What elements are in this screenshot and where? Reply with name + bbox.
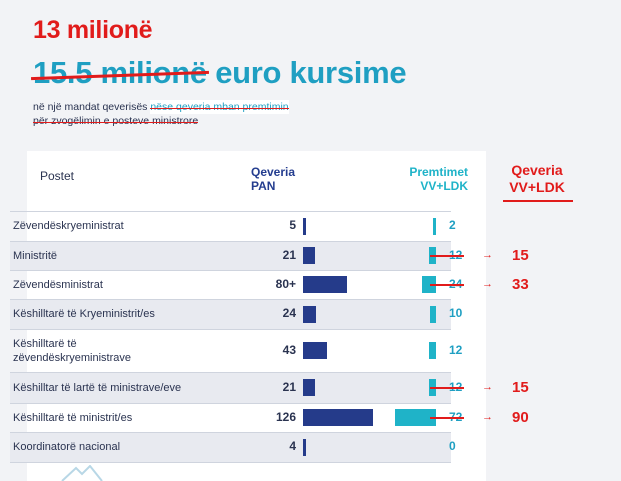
pan-bar [303,247,315,264]
row-label-line: Zëvendësministrat [13,278,103,291]
headline-old-amount: 15.5 milionë [31,55,209,91]
premtimet-bar [394,409,436,426]
row-label-line: Këshilltarë të Kryeministrit/es [13,308,155,320]
header-qeveria-pan-line2: PAN [251,179,276,193]
arrow-icon: → [482,277,493,290]
table-row-background [10,432,451,462]
qeveria-vv-value: 33 [512,275,529,293]
header-postet: Postet [40,169,75,183]
row-label-line: zëvendëskryeministrave [13,351,131,364]
pan-value: 24 [282,306,296,320]
header-qeveria-pan-line1: Qeveria [251,165,296,179]
row-label: Ministritë [13,249,57,263]
premtimet-bar [433,217,436,235]
subtitle-strike-1 [150,107,289,110]
pan-bar [303,217,306,235]
premtimet-bar [430,305,436,323]
subtitle: në një mandat qeverisës nëse qeveria mba… [33,100,413,128]
headline-line: 15.5 milionë euro kursime [31,55,407,91]
pan-value: 21 [282,379,296,394]
pan-value: 4 [289,439,296,453]
logo-mark [61,465,103,481]
premtimet-bar [422,276,436,293]
pan-value: 80+ [275,276,296,291]
pan-bar [303,276,348,293]
row-label-line: Këshilltar të lartë të ministrave/eve [13,381,182,394]
premtimet-strikethrough [430,416,464,419]
subtitle-strike-2 [33,121,199,124]
subtitle-struck-clause: nëse qeveria mban premtimin [150,100,289,114]
row-label-line: Ministritë [13,249,58,262]
table-row-divider [10,462,451,463]
row-label-line: Këshilltarë të [13,337,77,350]
header-premtimet-line2: VV+LDK [420,179,468,193]
row-label-line: Koordinatorë nacional [13,441,121,453]
pan-bar [303,438,306,456]
pan-bar [303,379,315,396]
pan-bar [303,342,327,359]
row-label: Këshilltarë të zëvendëskryeministrave [13,337,131,365]
pan-value: 43 [282,342,296,357]
row-label: Zëvendëskryeministrat [13,219,124,233]
table-row-background [10,372,451,403]
row-label: Këshilltar të lartë të ministrave/eve [13,381,181,395]
header-qeveria-vv-line2: VV+LDK [509,179,565,195]
pan-bar [303,409,373,426]
premtimet-strikethrough [430,386,464,389]
table-row-divider [10,432,451,433]
table-row-divider [10,270,451,271]
premtimet-strikethrough [430,283,464,286]
table-row-divider [10,372,451,373]
table-row-divider [10,403,451,404]
header-qeveria-vv-ldk: Qeveria VV+LDK [498,162,576,196]
headline-rest: euro kursime [206,55,407,90]
premtimet-value: 12 [449,342,463,357]
row-label-line: Zëvendëskryeministrat [13,220,124,232]
pan-value: 5 [289,218,296,232]
row-label: Këshilltarë të ministrit/es [13,411,132,425]
arrow-icon: → [482,410,493,423]
header-premtimet-line1: Premtimet [409,165,468,179]
premtimet-strikethrough [430,254,464,257]
header-qeveria-pan: Qeveria PAN [251,165,295,193]
row-label: Këshilltarë të Kryeministrit/es [13,307,155,321]
table-row-divider [10,211,451,212]
subtitle-struck-clause-text: nëse qeveria mban premtimin [150,101,288,113]
qeveria-vv-value: 90 [512,408,529,426]
pan-value: 21 [282,247,296,262]
header-qeveria-vv-line1: Qeveria [511,162,563,178]
table-row-divider [10,241,451,242]
premtimet-value: 0 [449,439,456,453]
qeveria-vv-value: 15 [512,378,529,396]
pan-bar [303,305,317,323]
premtimet-value: 10 [449,306,463,320]
table-row-background [10,299,451,329]
subtitle-line2-text: për zvogëlimin e posteve ministrore [33,115,198,127]
table-row-background [10,241,451,270]
header-premtimet: Premtimet VV+LDK [377,165,468,193]
row-label: Koordinatorë nacional [13,440,120,454]
table-row-divider [10,329,451,330]
row-label: Zëvendësministrat [13,278,103,292]
subtitle-line2: për zvogëlimin e posteve ministrore [33,114,199,128]
table-row-divider [10,299,451,300]
premtimet-bar [429,342,436,359]
premtimet-value: 2 [449,218,456,232]
row-label-line: Këshilltarë të ministrit/es [13,411,133,424]
qeveria-vv-value: 15 [512,246,529,264]
headline-new-amount: 13 milionë [33,16,153,44]
pan-value: 126 [275,409,296,424]
arrow-icon: → [482,248,493,261]
header-qeveria-vv-underline [503,200,573,202]
subtitle-line1: në një mandat qeverisës [33,101,151,113]
arrow-icon: → [482,380,493,393]
